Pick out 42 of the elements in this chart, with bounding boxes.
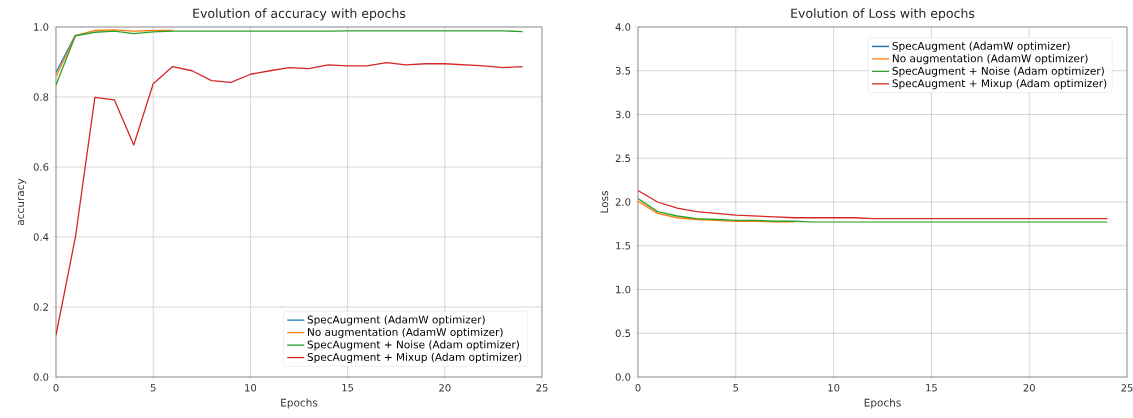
x-axis-title: Epochs <box>281 398 318 409</box>
legend-label: SpecAugment (AdamW optimizer) <box>892 41 1070 52</box>
x-tick-label: 0 <box>635 384 641 392</box>
y-tick-label: 0.4 <box>33 233 49 241</box>
y-tick-label: 4.0 <box>615 23 631 31</box>
x-tick-label: 10 <box>828 384 840 392</box>
y-tick-label: 2.5 <box>615 154 631 163</box>
x-tick-label: 5 <box>150 384 156 392</box>
x-tick-label: 0 <box>53 384 59 392</box>
y-tick-label: 0.0 <box>33 373 49 381</box>
x-tick-label: 20 <box>1023 384 1035 392</box>
y-tick-label: 3.0 <box>615 110 631 119</box>
y-tick-label: 0.5 <box>615 329 631 338</box>
x-axis-title: Epochs <box>864 398 901 409</box>
legend-label: SpecAugment + Mixup (Adam optimizer) <box>307 352 522 363</box>
x-tick-label: 20 <box>439 384 451 392</box>
legend-label: SpecAugment (AdamW optimizer) <box>307 315 485 326</box>
y-tick-label: 0.2 <box>33 303 48 311</box>
x-tick-label: 10 <box>245 384 257 392</box>
x-tick-label: 15 <box>926 384 937 392</box>
y-tick-label: 0.0 <box>615 373 631 381</box>
x-tick-label: 25 <box>1121 384 1133 392</box>
line-series <box>56 29 174 78</box>
x-tick-label: 25 <box>536 384 548 392</box>
legend-label: No augmentation (AdamW optimizer) <box>892 54 1088 65</box>
y-tick-label: 1.5 <box>616 242 631 250</box>
legend-label: No augmentation (AdamW optimizer) <box>308 327 503 339</box>
y-tick-label: 1.0 <box>616 285 631 294</box>
y-tick-label: 0.6 <box>33 163 49 171</box>
y-tick-label: 3.5 <box>615 66 631 75</box>
legend-label: SpecAugment + Mixup (Adam optimizer) <box>892 79 1107 90</box>
y-axis-title: accuracy <box>18 178 27 226</box>
y-tick-label: 0.8 <box>33 93 49 101</box>
y-tick-label: 2.0 <box>615 198 631 206</box>
x-tick-label: 5 <box>733 384 739 392</box>
legend-label: SpecAugment + Noise (Adam optimizer) <box>892 66 1104 77</box>
x-tick-label: 15 <box>342 384 354 392</box>
chart-title: Evolution of accuracy with epochs <box>193 8 406 21</box>
chart-title: Evolution of Loss with epochs <box>791 8 975 21</box>
y-axis-title: Loss <box>600 190 609 213</box>
y-tick-label: 1.0 <box>34 23 49 31</box>
legend-label: SpecAugment + Noise (Adam optimizer) <box>307 340 519 351</box>
